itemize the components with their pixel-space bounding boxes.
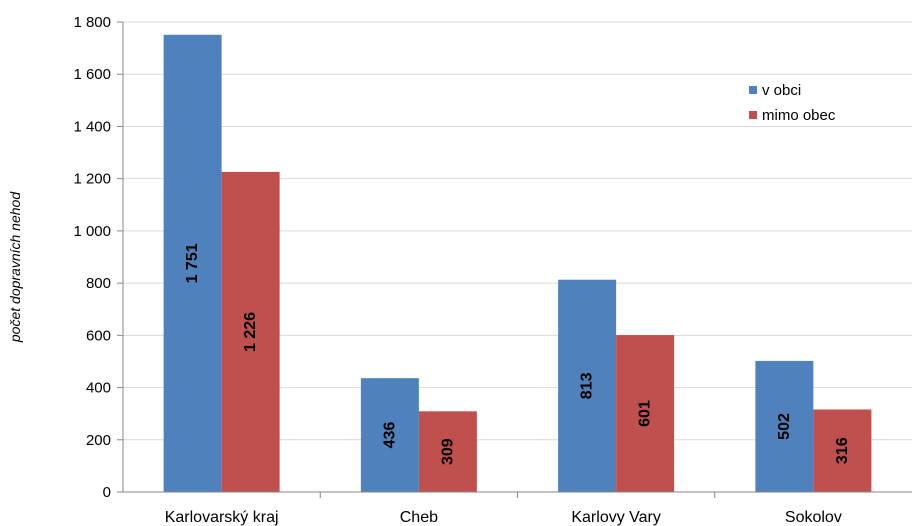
y-tick-label: 200	[86, 432, 111, 449]
bar-mimo-obec	[813, 409, 872, 492]
legend-label: mimo obec	[762, 107, 836, 124]
y-tick-label: 0	[103, 484, 111, 501]
y-tick-label: 1 000	[73, 223, 111, 240]
bar-value-label: 1 226	[242, 312, 259, 352]
legend-label: v obci	[762, 82, 801, 99]
y-tick-label: 1 800	[73, 14, 111, 31]
bar-v-obci	[163, 34, 222, 493]
x-category-label: Karlovy Vary	[571, 509, 661, 526]
bar-v-obci	[755, 360, 814, 492]
y-tick-label: 600	[86, 327, 111, 344]
bar-mimo-obec	[418, 411, 477, 492]
y-tick-label: 1 400	[73, 118, 111, 135]
y-axis-ticks: 0 200 400 600 800 1 000 1 200 1 400 1 600 1 800	[73, 14, 123, 501]
x-category-label: Sokolov	[785, 509, 842, 526]
y-tick-label: 800	[86, 275, 111, 292]
bar-value-label: 601	[637, 400, 654, 427]
bar-mimo-obec	[221, 171, 280, 492]
bar-value-label: 436	[381, 422, 398, 449]
bar-value-label: 813	[579, 372, 596, 399]
legend-swatch	[749, 86, 757, 94]
y-axis-title: počet dopravních nehod	[7, 191, 23, 343]
x-category-label: Karlovarský kraj	[165, 509, 279, 526]
bar-v-obci	[558, 279, 617, 492]
bar-value-label: 309	[439, 438, 456, 465]
y-tick-label: 400	[86, 380, 111, 397]
legend: v obci mimo obec	[749, 82, 836, 124]
bar-mimo-obec	[616, 335, 675, 492]
y-tick-label: 1 600	[73, 66, 111, 83]
y-tick-label: 1 200	[73, 171, 111, 188]
bar-v-obci	[360, 378, 419, 492]
x-axis-labels: Karlovarský kraj Cheb Karlovy Vary Sokolov	[165, 492, 842, 526]
bars: 1 751 1 226 436 309 813 601 502 316	[163, 34, 872, 493]
bar-value-label: 502	[776, 413, 793, 440]
x-category-label: Cheb	[400, 509, 438, 526]
bar-value-label: 316	[834, 437, 851, 464]
legend-swatch	[749, 111, 757, 119]
bar-value-label: 1 751	[184, 243, 201, 283]
